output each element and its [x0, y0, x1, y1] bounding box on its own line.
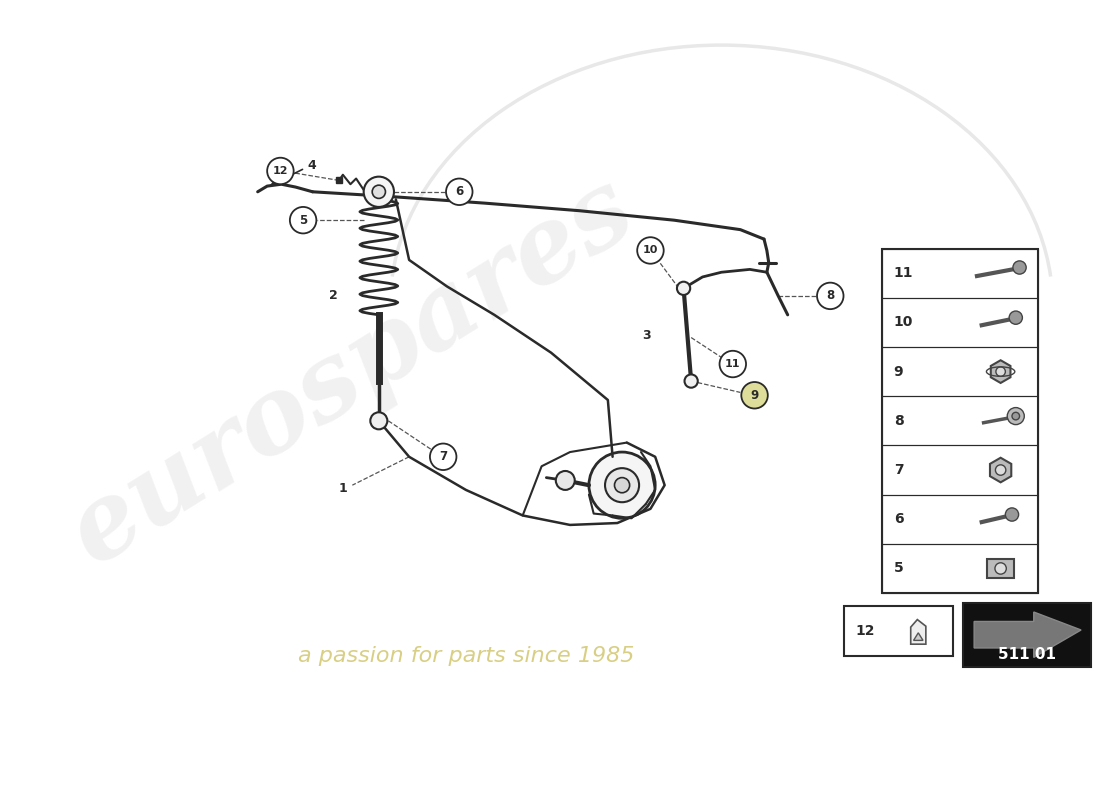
Polygon shape	[990, 458, 1011, 482]
Text: eurospares: eurospares	[52, 158, 652, 586]
Polygon shape	[991, 360, 1011, 383]
Circle shape	[996, 465, 1005, 475]
Circle shape	[372, 185, 385, 198]
Text: 4: 4	[308, 158, 317, 172]
Text: 7: 7	[893, 463, 903, 477]
Text: 6: 6	[893, 512, 903, 526]
Circle shape	[817, 282, 844, 309]
Polygon shape	[975, 612, 1081, 658]
Circle shape	[1009, 311, 1022, 324]
Text: 12: 12	[856, 624, 876, 638]
Text: 8: 8	[826, 290, 835, 302]
Bar	[882, 446, 1038, 494]
Text: 10: 10	[642, 246, 658, 255]
Circle shape	[430, 443, 456, 470]
Circle shape	[556, 471, 574, 490]
Circle shape	[684, 374, 697, 388]
Circle shape	[371, 412, 387, 430]
Circle shape	[1012, 412, 1020, 420]
Circle shape	[605, 468, 639, 502]
Text: 8: 8	[893, 414, 903, 428]
Text: 5: 5	[299, 214, 307, 226]
Text: 2: 2	[329, 290, 338, 302]
Circle shape	[994, 562, 1006, 574]
Circle shape	[1008, 407, 1024, 425]
Circle shape	[676, 282, 690, 295]
Circle shape	[996, 367, 1005, 376]
Text: 3: 3	[641, 329, 650, 342]
Text: 7: 7	[439, 450, 448, 463]
Text: 1: 1	[339, 482, 348, 494]
Bar	[882, 347, 1038, 396]
Text: 9: 9	[750, 389, 759, 402]
Circle shape	[290, 207, 317, 234]
Bar	[882, 249, 1038, 298]
Bar	[882, 249, 1038, 593]
Bar	[962, 602, 1090, 667]
Text: a passion for parts since 1985: a passion for parts since 1985	[298, 646, 634, 666]
Text: 9: 9	[893, 365, 903, 378]
Circle shape	[1013, 261, 1026, 274]
Circle shape	[719, 350, 746, 378]
Text: 11: 11	[725, 359, 740, 369]
Circle shape	[1005, 508, 1019, 521]
Circle shape	[637, 238, 663, 264]
Circle shape	[741, 382, 768, 409]
Text: 511 01: 511 01	[998, 647, 1056, 662]
Bar	[882, 396, 1038, 446]
Bar	[988, 559, 1014, 578]
Circle shape	[364, 177, 394, 207]
Circle shape	[615, 478, 629, 493]
Bar	[882, 494, 1038, 544]
Text: 6: 6	[455, 186, 463, 198]
Text: 12: 12	[273, 166, 288, 176]
Polygon shape	[911, 619, 926, 644]
Bar	[845, 606, 954, 655]
Circle shape	[267, 158, 294, 184]
Text: 5: 5	[893, 562, 903, 575]
Circle shape	[446, 178, 473, 205]
Text: 11: 11	[893, 266, 913, 280]
Polygon shape	[914, 633, 923, 640]
Text: 10: 10	[893, 315, 913, 330]
Bar	[882, 298, 1038, 347]
Bar	[882, 544, 1038, 593]
Circle shape	[588, 452, 656, 518]
